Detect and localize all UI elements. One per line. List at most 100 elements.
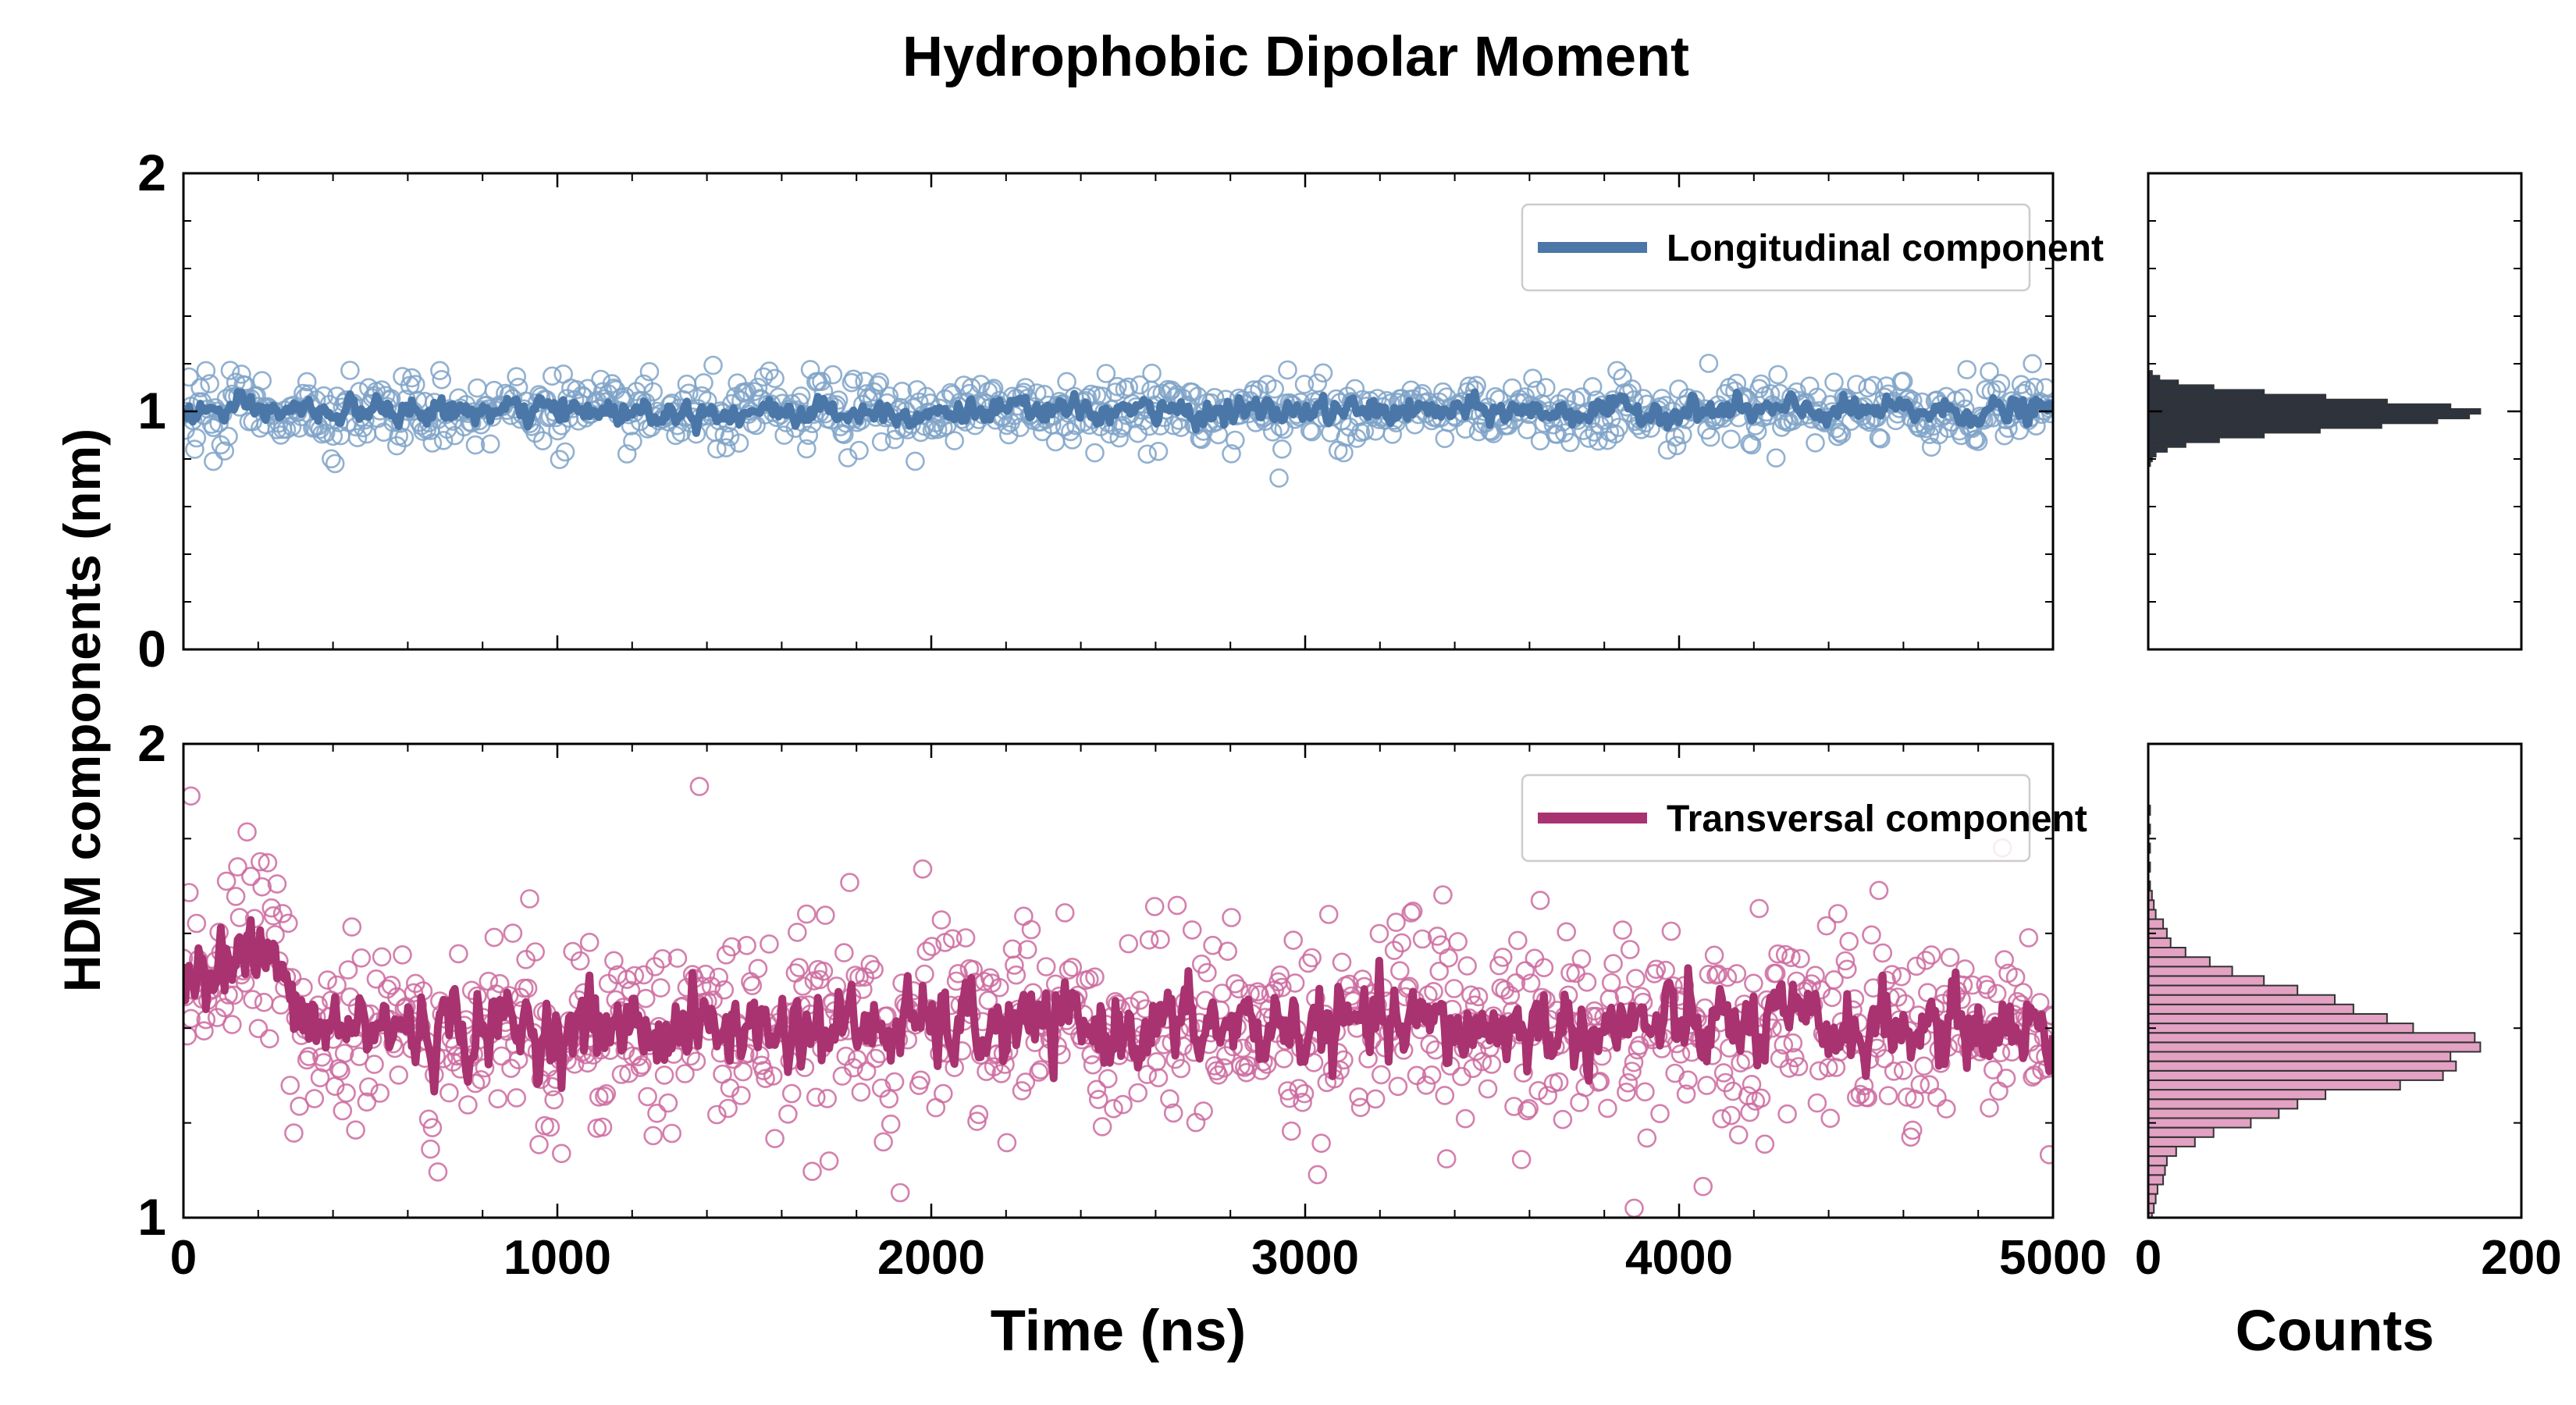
- longitudinal-series-sample-point: [190, 378, 210, 398]
- transversal-series-sample-point: [1282, 1121, 1301, 1141]
- transversal-series-sample-point: [1495, 980, 1514, 1000]
- transversal-series-sample-point: [1089, 1090, 1108, 1109]
- transversal-series-sample-point: [1884, 1062, 1904, 1081]
- transversal-series-sample-point: [856, 1062, 877, 1081]
- transversal-series-sample-point: [1238, 1055, 1258, 1076]
- transversal-series-sample-point: [1624, 1052, 1644, 1072]
- transversal-series-sample-point: [1646, 959, 1667, 980]
- transversal-series-sample-point: [785, 963, 806, 983]
- longitudinal-histogram-bar: [2148, 418, 2439, 425]
- longitudinal-series-sample-point: [720, 427, 740, 446]
- transversal-series-sample-point: [1740, 1102, 1759, 1122]
- transversal-series-sample-point: [1029, 1062, 1048, 1082]
- transversal-series-sample-point: [911, 1070, 930, 1090]
- transversal-histogram-bar: [2148, 918, 2165, 930]
- transversal-series-sample-point: [1862, 925, 1881, 945]
- longitudinal-series-sample-point: [555, 442, 575, 462]
- transversal-series-legend-label: Transversal component: [1667, 799, 2087, 840]
- transversal-histogram-bar: [2148, 1003, 2354, 1015]
- transversal-series-sample-point: [1504, 1097, 1524, 1116]
- transversal-series-sample-point: [1613, 920, 1632, 940]
- longitudinal-series-sample-point: [812, 372, 831, 392]
- longitudinal-series-sample-point: [220, 361, 240, 380]
- transversal-series-sample-point: [1712, 1109, 1731, 1129]
- transversal-series-sample-point: [278, 913, 298, 934]
- transversal-series-sample-point: [187, 913, 207, 934]
- longitudinal-series-plot-area: [183, 354, 2053, 488]
- transversal-series-sample-point: [1482, 1055, 1502, 1074]
- transversal-series-sample-point: [851, 1082, 871, 1102]
- longitudinal-series-sample-point: [1747, 422, 1767, 441]
- transversal-series-sample-point: [1838, 959, 1857, 980]
- transversal-series-sample-point: [789, 958, 809, 977]
- longitudinal-series-sample-point: [1957, 360, 1976, 379]
- transversal-series-sample-point: [1717, 967, 1738, 987]
- transversal-series-sample-point: [1902, 1120, 1923, 1140]
- transversal-series-sample-point: [1182, 920, 1202, 940]
- transversal-series-sample-point: [1062, 958, 1083, 977]
- transversal-series-sample-point: [1614, 986, 1635, 1005]
- transversal-series-sample-point: [365, 1055, 384, 1074]
- longitudinal-series-running-average-line: [183, 388, 2053, 437]
- longitudinal-series-legend-box: [1521, 203, 2031, 292]
- transversal-series-sample-point: [881, 1114, 901, 1134]
- longitudinal-series-sample-point: [945, 431, 964, 450]
- longitudinal-series-outlier-point: [1269, 468, 1289, 488]
- transversal-series-sample-point: [1318, 905, 1339, 924]
- transversal-series-sample-point: [1167, 895, 1187, 916]
- longitudinal-series-sample-point: [422, 433, 443, 453]
- longitudinal-series-sample-point: [187, 428, 207, 448]
- longitudinal-series-sample-point: [567, 379, 586, 400]
- transversal-series-sample-point: [1858, 1088, 1877, 1108]
- transversal-series-sample-point: [1478, 1079, 1498, 1099]
- longitudinal-series-sample-point: [1137, 444, 1157, 464]
- longitudinal-series-sample-point: [828, 390, 849, 410]
- transversal-histogram-bar: [2148, 937, 2172, 949]
- transversal-series-sample-point: [1878, 1086, 1898, 1105]
- transversal-histogram-bar: [2148, 1060, 2457, 1072]
- longitudinal-series-sample-point: [1182, 382, 1202, 402]
- longitudinal-series-sample-point: [643, 382, 664, 402]
- transversal-histogram-bar: [2148, 994, 2336, 1005]
- longitudinal-series-sample-point: [1302, 422, 1322, 442]
- transversal-series-outlier-point: [1624, 1198, 1644, 1218]
- transversal-series-sample-point: [844, 1058, 863, 1078]
- transversal-series-sample-point: [658, 1093, 678, 1113]
- transversal-series-sample-point: [1906, 956, 1927, 976]
- transversal-series-sample-point: [1428, 927, 1447, 946]
- transversal-series-sample-point: [1901, 1127, 1921, 1147]
- longitudinal-series-sample-point: [694, 373, 713, 393]
- transversal-series-sample-point: [258, 853, 278, 873]
- transversal-series-sample-point: [1940, 948, 1960, 967]
- transversal-series-sample-point: [1283, 930, 1303, 950]
- longitudinal-series-sample-point: [196, 361, 216, 381]
- longitudinal-series-ytick-label: 0: [137, 620, 166, 678]
- transversal-series-sample-point: [1699, 965, 1719, 984]
- longitudinal-series-sample-point: [849, 440, 869, 461]
- longitudinal-series-sample-point: [623, 432, 642, 451]
- transversal-series-sample-point: [228, 857, 247, 877]
- longitudinal-series-sample-point: [532, 431, 553, 451]
- longitudinal-series-sample-point: [823, 365, 843, 385]
- transversal-histogram-bar: [2148, 1108, 2280, 1119]
- longitudinal-series-sample-point: [1300, 421, 1320, 440]
- longitudinal-series-sample-point: [1673, 425, 1692, 445]
- longitudinal-series-sample-point: [1523, 368, 1542, 389]
- transversal-histogram-bar: [2148, 1032, 2476, 1044]
- transversal-series-sample-point: [1781, 948, 1801, 967]
- transversal-series-xtick-label: 2000: [877, 1231, 985, 1285]
- transversal-series-sample-point: [596, 1084, 617, 1104]
- transversal-series-sample-point: [1910, 1075, 1930, 1094]
- transversal-series-sample-point: [2039, 1145, 2053, 1165]
- longitudinal-series-sample-point: [892, 381, 912, 401]
- transversal-series-sample-point: [1151, 930, 1170, 949]
- transversal-series-sample-point: [1435, 1086, 1455, 1105]
- transversal-series-sample-point: [647, 1104, 667, 1123]
- transversal-series-sample-point: [1693, 1176, 1713, 1197]
- transversal-series-sample-point: [1137, 1065, 1157, 1084]
- transversal-series-sample-point: [389, 1065, 409, 1085]
- longitudinal-series-sample-point: [542, 366, 562, 386]
- transversal-series-sample-point: [611, 1065, 632, 1084]
- transversal-series-sample-point: [667, 948, 688, 968]
- transversal-series-sample-point: [183, 948, 194, 969]
